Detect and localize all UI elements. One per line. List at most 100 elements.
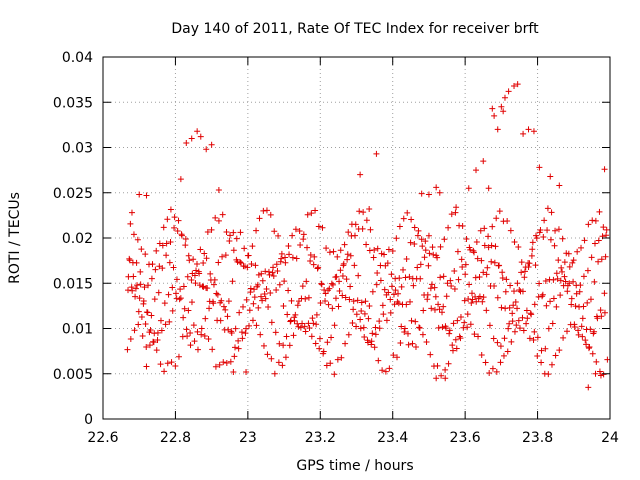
data-point xyxy=(534,334,541,341)
data-point xyxy=(496,262,503,269)
data-point xyxy=(406,273,413,280)
data-point xyxy=(297,324,304,331)
data-point xyxy=(576,288,583,295)
data-point xyxy=(312,207,319,214)
data-point xyxy=(471,331,478,338)
data-point xyxy=(204,285,211,292)
data-point xyxy=(555,257,562,264)
data-point xyxy=(355,272,362,279)
data-point xyxy=(405,341,412,348)
data-point xyxy=(253,227,260,234)
data-point xyxy=(136,191,143,198)
data-point xyxy=(454,248,461,255)
data-point xyxy=(433,375,440,382)
data-point xyxy=(220,359,227,366)
data-point xyxy=(350,306,357,313)
data-point xyxy=(483,271,490,278)
data-point xyxy=(521,268,528,275)
data-point xyxy=(129,287,136,294)
data-point xyxy=(513,322,520,329)
data-point xyxy=(541,217,548,224)
y-tick-label: 0.005 xyxy=(53,367,93,383)
data-point xyxy=(345,229,352,236)
data-point xyxy=(570,278,577,285)
data-point xyxy=(425,191,432,198)
data-point xyxy=(547,298,554,305)
data-point xyxy=(283,333,290,340)
data-point xyxy=(548,209,555,216)
data-point xyxy=(512,299,519,306)
data-point xyxy=(398,283,405,290)
data-point xyxy=(480,158,487,165)
data-point xyxy=(395,290,402,297)
data-point xyxy=(379,367,386,374)
data-point xyxy=(127,220,134,227)
data-point xyxy=(203,146,210,153)
data-point xyxy=(143,192,150,199)
data-point xyxy=(484,264,491,271)
data-point xyxy=(400,215,407,222)
x-tick-label: 23.8 xyxy=(522,430,553,446)
data-point xyxy=(448,211,455,218)
data-point xyxy=(431,284,438,291)
data-point xyxy=(589,350,596,357)
data-point xyxy=(163,240,170,247)
data-point xyxy=(578,244,585,251)
data-point xyxy=(531,328,538,335)
data-point xyxy=(318,280,325,287)
data-point xyxy=(427,285,434,292)
data-point xyxy=(538,359,545,366)
data-point xyxy=(400,266,407,273)
data-point xyxy=(225,298,232,305)
data-point xyxy=(450,320,457,327)
data-point xyxy=(542,345,549,352)
data-point xyxy=(305,294,312,301)
y-tick-label: 0 xyxy=(84,412,93,428)
data-point xyxy=(476,293,483,300)
data-point xyxy=(545,371,552,378)
data-point xyxy=(491,282,498,289)
data-point xyxy=(148,312,155,319)
data-point xyxy=(414,232,421,239)
data-point xyxy=(380,311,387,318)
data-point xyxy=(435,301,442,308)
data-point xyxy=(516,286,523,293)
data-point xyxy=(505,88,512,95)
data-point xyxy=(462,271,469,278)
data-point xyxy=(504,218,511,225)
x-tick-label: 23.6 xyxy=(450,430,481,446)
data-point xyxy=(354,297,361,304)
data-point xyxy=(426,250,433,257)
data-point xyxy=(464,311,471,318)
data-point xyxy=(538,347,545,354)
data-point xyxy=(183,326,190,333)
data-point xyxy=(520,130,527,137)
data-point xyxy=(582,337,589,344)
data-point xyxy=(243,325,250,332)
data-point xyxy=(430,251,437,258)
data-point xyxy=(124,346,131,353)
data-point xyxy=(247,285,254,292)
data-point xyxy=(446,327,453,334)
data-point xyxy=(385,289,392,296)
data-point xyxy=(597,307,604,314)
data-point xyxy=(554,275,561,282)
data-point xyxy=(595,258,602,265)
data-point xyxy=(309,315,316,322)
data-point xyxy=(539,291,546,298)
data-point xyxy=(471,249,478,256)
data-point xyxy=(422,238,429,245)
data-point xyxy=(219,253,226,260)
data-point xyxy=(251,294,258,301)
data-point xyxy=(559,235,566,242)
data-point xyxy=(585,384,592,391)
data-point xyxy=(584,267,591,274)
data-point xyxy=(303,278,310,285)
x-tick-label: 23.2 xyxy=(305,430,336,446)
data-point xyxy=(227,232,234,239)
data-point xyxy=(473,167,480,174)
data-point xyxy=(381,251,388,258)
data-point xyxy=(344,256,351,263)
data-point xyxy=(481,225,488,232)
